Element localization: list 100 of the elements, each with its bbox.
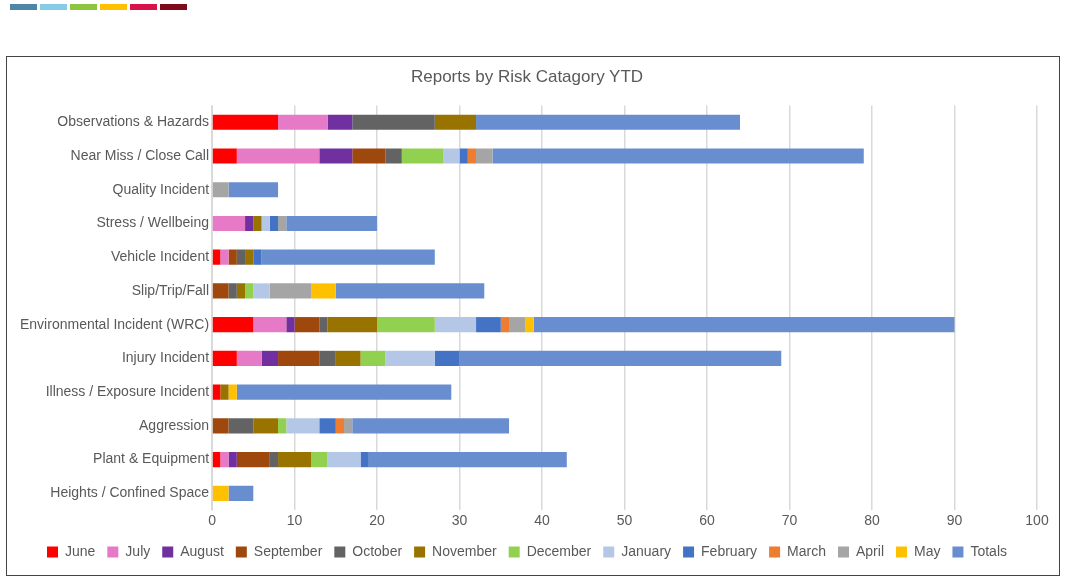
bar — [236, 249, 246, 265]
bar — [269, 283, 312, 299]
bar — [212, 114, 279, 130]
bar — [220, 384, 229, 400]
bar — [327, 114, 353, 130]
bar — [278, 418, 287, 434]
x-tick-label: 0 — [208, 512, 217, 529]
y-tick-label: Environmental Incident (WRC) — [20, 315, 210, 332]
y-tick-label: Vehicle Incident — [110, 248, 210, 265]
y-tick-label: Observations & Hazards — [57, 113, 210, 130]
legend-label: December — [526, 542, 592, 559]
legend-label: January — [621, 542, 672, 559]
legend-label: September — [253, 542, 323, 559]
bar — [220, 249, 229, 265]
y-tick-label: Injury Incident — [121, 349, 210, 366]
bar — [212, 215, 246, 232]
x-tick-label: 50 — [616, 512, 633, 529]
bar — [335, 418, 345, 434]
bar — [278, 350, 320, 366]
bar — [228, 384, 237, 400]
bar — [253, 283, 270, 299]
legend-label: April — [855, 542, 884, 559]
bar — [278, 452, 312, 468]
bar — [245, 215, 254, 232]
bar — [385, 148, 402, 164]
bar — [476, 317, 501, 333]
bar — [434, 114, 477, 130]
bar — [319, 418, 336, 434]
bar — [212, 384, 221, 400]
x-tick-label: 30 — [451, 512, 468, 529]
x-tick-label: 40 — [534, 512, 551, 529]
x-tick-label: 10 — [286, 512, 303, 529]
legend-label: March — [787, 542, 826, 559]
bar — [261, 215, 270, 232]
bar — [245, 283, 254, 299]
y-tick-label: Quality Incident — [112, 180, 210, 197]
bar — [212, 317, 254, 333]
bar — [434, 350, 460, 366]
bar — [228, 249, 237, 265]
bar — [261, 350, 279, 366]
bar — [311, 452, 328, 468]
bar — [476, 148, 493, 164]
bar — [385, 350, 435, 366]
legend-label: October — [352, 542, 403, 559]
y-tick-label: Heights / Confined Space — [50, 484, 210, 501]
x-tick-label: 100 — [1025, 512, 1049, 529]
legend-label: June — [64, 542, 96, 559]
bar — [335, 283, 485, 299]
bar — [335, 350, 361, 366]
bar — [377, 317, 435, 333]
bar — [245, 249, 254, 265]
bar — [253, 317, 287, 333]
bar — [401, 148, 444, 164]
legend-label: July — [125, 542, 151, 559]
y-tick-label: Stress / Wellbeing — [96, 214, 210, 231]
bar — [212, 350, 237, 366]
chart-title: Reports by Risk Catagory YTD — [410, 66, 644, 86]
bar — [286, 418, 320, 434]
bar — [443, 148, 460, 164]
bar — [212, 452, 221, 468]
bar — [311, 283, 336, 299]
bar — [228, 485, 254, 501]
bar — [236, 350, 262, 366]
bar — [352, 114, 435, 130]
bar — [236, 148, 320, 164]
bar — [269, 215, 279, 232]
bar — [228, 283, 237, 299]
legend-label: November — [432, 542, 498, 559]
bar — [253, 215, 262, 232]
bar — [286, 317, 295, 333]
y-tick-label: Aggression — [139, 416, 210, 433]
bar — [236, 452, 270, 468]
bar — [525, 317, 534, 333]
bar — [492, 148, 864, 164]
bar — [509, 317, 526, 333]
bar — [212, 182, 229, 198]
x-tick-label: 60 — [699, 512, 716, 529]
bar — [360, 350, 386, 366]
bar — [212, 249, 221, 265]
bar — [368, 452, 567, 468]
bar — [212, 283, 229, 299]
legend-label: May — [914, 542, 941, 559]
bar — [286, 215, 378, 232]
bar — [327, 317, 378, 333]
legend-label: August — [180, 542, 224, 559]
bar — [212, 148, 237, 164]
bar — [278, 215, 287, 232]
bar — [228, 452, 237, 468]
x-tick-label: 70 — [781, 512, 798, 529]
x-tick-label: 20 — [369, 512, 386, 529]
bar — [459, 148, 468, 164]
bar — [228, 182, 279, 198]
bar — [352, 148, 386, 164]
bar — [360, 452, 369, 468]
legend-label: February — [701, 542, 758, 559]
bar — [319, 350, 336, 366]
bar — [294, 317, 320, 333]
bar — [253, 418, 279, 434]
bar — [459, 350, 782, 366]
bar — [500, 317, 510, 333]
